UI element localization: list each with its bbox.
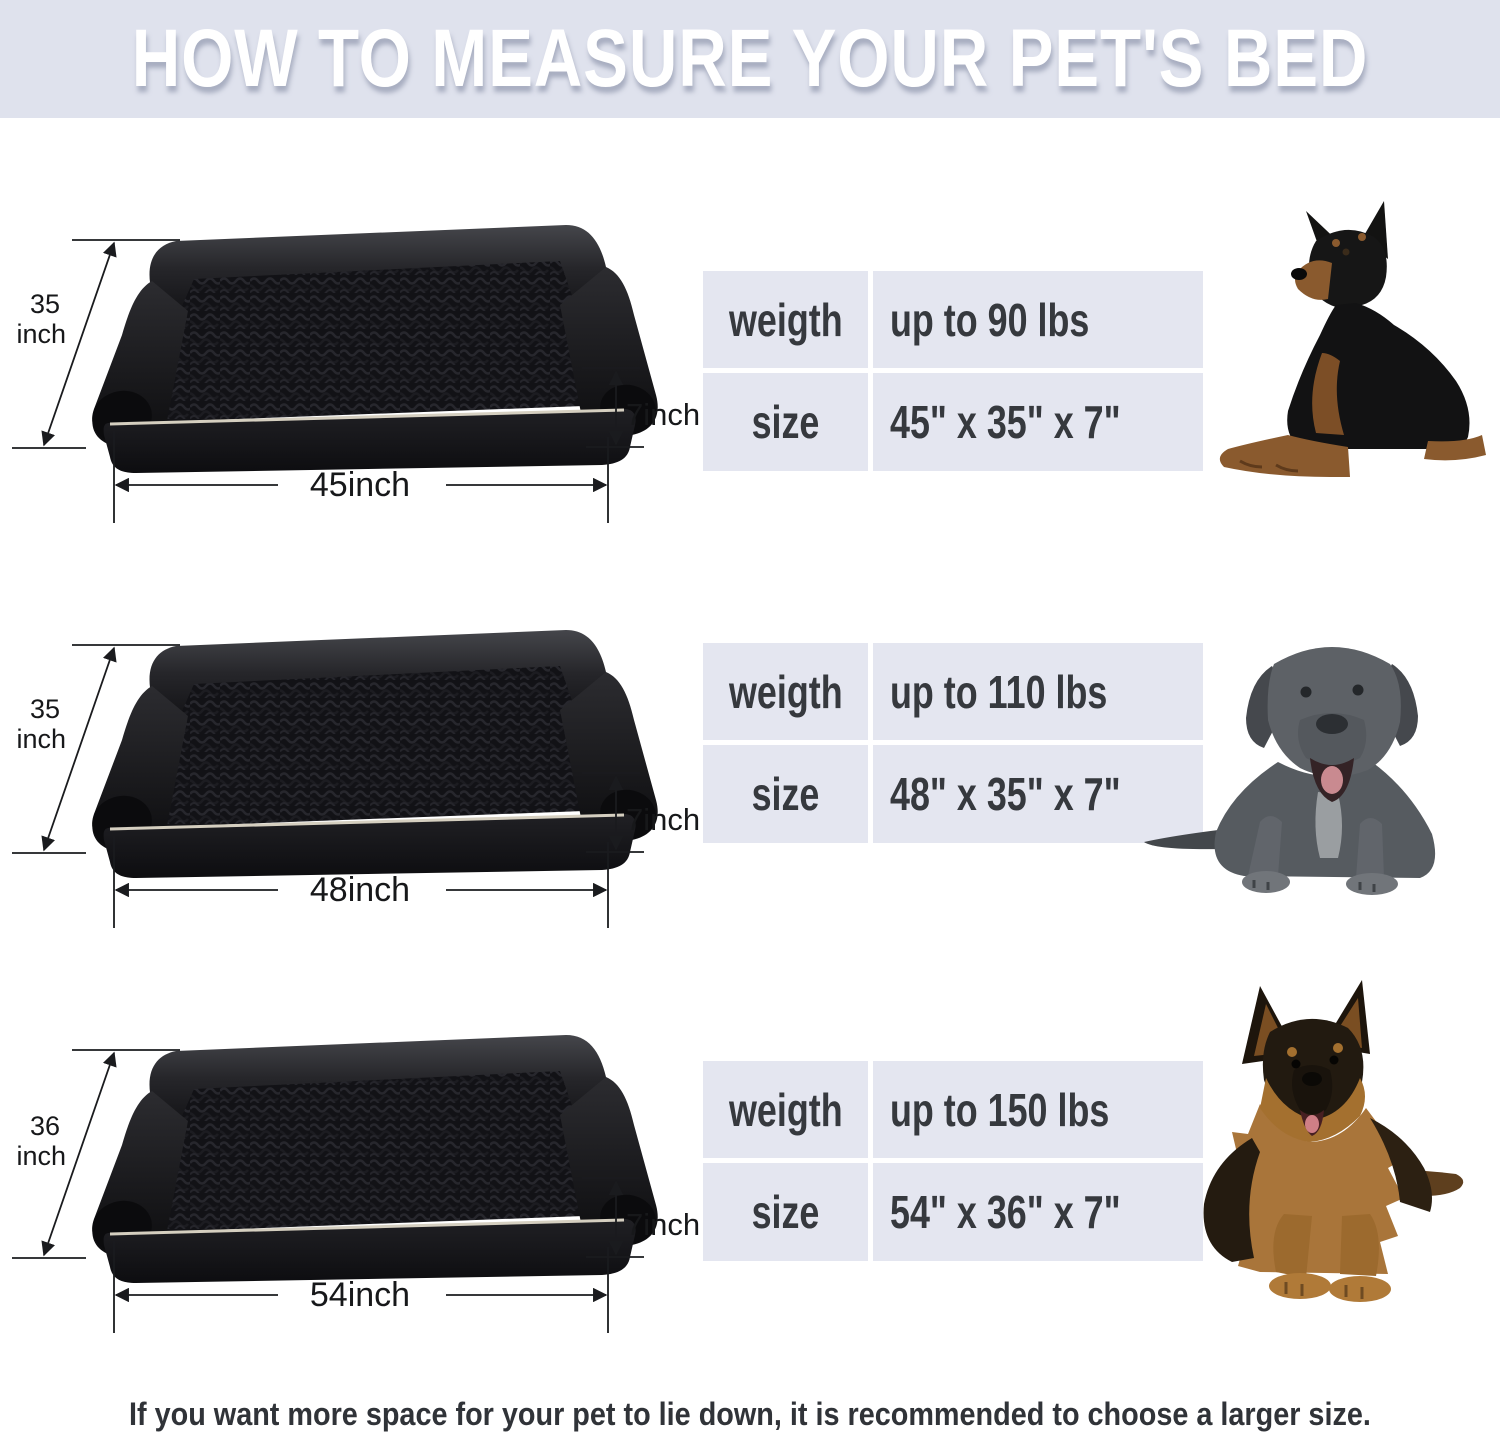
height-dim-label: 7inch bbox=[626, 802, 700, 837]
size-label-cell: size bbox=[703, 1163, 868, 1261]
header-banner: HOW TO MEASURE YOUR PET'S BED bbox=[0, 0, 1500, 118]
weight-label-cell: weigth bbox=[703, 643, 868, 740]
depth-dim-value: 35 bbox=[30, 694, 60, 724]
weight-label-cell: weigth bbox=[703, 271, 868, 368]
weight-label-cell: weigth bbox=[703, 1061, 868, 1158]
height-dim-label: 7inch bbox=[626, 1207, 700, 1242]
size-table-48: weigth up to 110 lbs size 48" x 35" x 7" bbox=[703, 643, 1203, 843]
size-value-cell: 45" x 35" x 7" bbox=[873, 373, 1203, 471]
size-table-45: weigth up to 90 lbs size 45" x 35" x 7" bbox=[703, 271, 1203, 471]
great-dane-dog-image bbox=[1144, 647, 1436, 895]
page-title: HOW TO MEASURE YOUR PET'S BED bbox=[131, 13, 1369, 104]
height-dim-label: 7inch bbox=[626, 397, 700, 432]
size-label-cell: size bbox=[703, 373, 868, 471]
weight-value-cell: up to 150 lbs bbox=[873, 1061, 1203, 1158]
width-dim-label: 48inch bbox=[310, 871, 410, 909]
weight-value-cell: up to 90 lbs bbox=[873, 271, 1203, 368]
footer-note: If you want more space for your pet to l… bbox=[0, 1396, 1500, 1433]
weight-value-cell: up to 110 lbs bbox=[873, 643, 1203, 740]
bed-illustration bbox=[85, 1033, 662, 1285]
depth-dim-unit: inch bbox=[16, 319, 66, 349]
size-table-54: weigth up to 150 lbs size 54" x 36" x 7" bbox=[703, 1061, 1203, 1261]
depth-dim-value: 35 bbox=[30, 289, 60, 319]
german-shepherd-dog-image bbox=[1203, 980, 1464, 1302]
bed-illustration bbox=[85, 223, 662, 475]
size-value-cell: 54" x 36" x 7" bbox=[873, 1163, 1203, 1261]
bed-illustration bbox=[85, 628, 662, 880]
bed-diagram-45: 35 inch 45inch 7inch bbox=[10, 223, 700, 530]
footer-note-text: If you want more space for your pet to l… bbox=[129, 1396, 1371, 1432]
depth-dim-unit: inch bbox=[16, 1141, 66, 1171]
width-dim-label: 54inch bbox=[310, 1276, 410, 1314]
depth-dim-value: 36 bbox=[30, 1111, 60, 1141]
bed-diagram-54: 36 inch 54inch 7inch bbox=[10, 1033, 700, 1355]
bed-diagram-48: 35 inch 48inch 7inch bbox=[10, 628, 700, 935]
width-dim-label: 45inch bbox=[310, 466, 410, 504]
size-value-cell: 48" x 35" x 7" bbox=[873, 745, 1203, 843]
depth-dim-unit: inch bbox=[16, 724, 66, 754]
doberman-dog-image bbox=[1219, 201, 1486, 477]
size-label-cell: size bbox=[703, 745, 868, 843]
